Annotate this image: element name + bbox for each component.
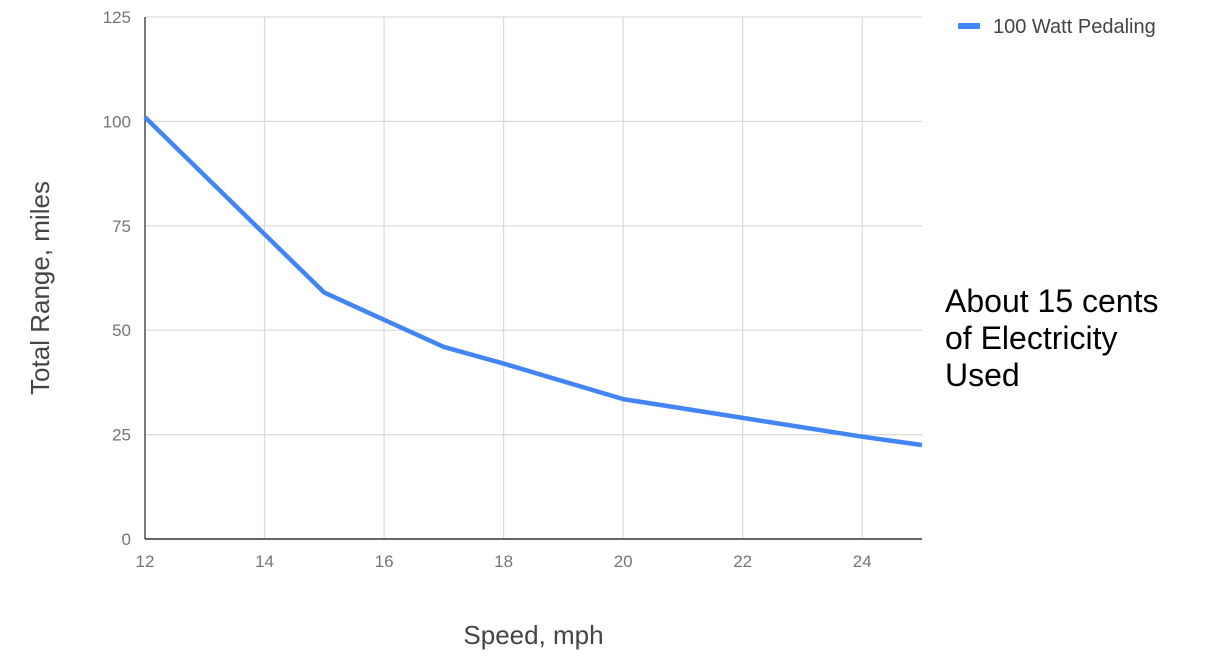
- x-tick-label: 16: [375, 552, 394, 571]
- grid-lines: [145, 16, 922, 539]
- x-tick-label: 14: [255, 552, 274, 571]
- y-tick-label: 100: [103, 112, 131, 131]
- y-tick-label: 75: [112, 217, 131, 236]
- series-lines: [143, 115, 923, 448]
- annotation-line-1: About 15 cents: [945, 283, 1159, 319]
- y-tick-label: 0: [122, 530, 131, 549]
- x-tick-label: 12: [136, 552, 155, 571]
- legend-swatch: [958, 23, 980, 29]
- series-line: [143, 115, 923, 448]
- tick-labels: 0 25 50 75 100 125 12 14 16 18 20 22 24: [103, 8, 872, 571]
- annotation-line-2: of Electricity: [945, 320, 1118, 356]
- y-tick-label: 125: [103, 8, 131, 27]
- x-axis-title: Speed, mph: [463, 620, 603, 650]
- x-tick-label: 20: [614, 552, 633, 571]
- x-tick-label: 22: [733, 552, 752, 571]
- y-tick-label: 25: [112, 426, 131, 445]
- legend: 100 Watt Pedaling: [958, 16, 1156, 38]
- axes: [144, 17, 922, 540]
- legend-label: 100 Watt Pedaling: [993, 16, 1156, 38]
- x-tick-label: 24: [853, 552, 872, 571]
- x-tick-label: 18: [494, 552, 513, 571]
- annotation-line-3: Used: [945, 357, 1020, 393]
- electricity-cost-annotation: About 15 cents of Electricity Used: [945, 283, 1215, 394]
- y-axis-title: Total Range, miles: [25, 181, 55, 395]
- y-tick-label: 50: [112, 321, 131, 340]
